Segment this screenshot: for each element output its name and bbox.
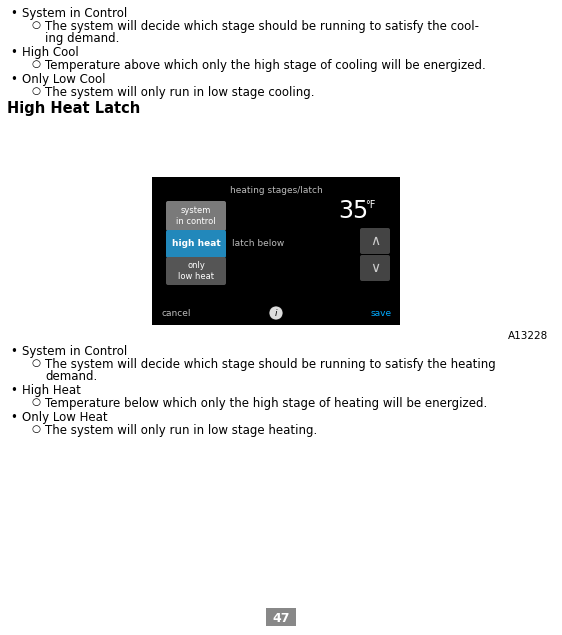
- Text: Only Low Heat: Only Low Heat: [22, 411, 108, 424]
- Text: •: •: [11, 7, 17, 20]
- Text: High Heat: High Heat: [22, 384, 81, 397]
- Text: •: •: [11, 384, 17, 397]
- Text: ∧: ∧: [370, 234, 380, 248]
- Text: 47: 47: [272, 612, 290, 624]
- FancyBboxPatch shape: [166, 230, 226, 258]
- Text: latch below: latch below: [232, 239, 284, 248]
- Text: system
in control: system in control: [176, 206, 216, 225]
- Text: i: i: [275, 309, 277, 318]
- Text: •: •: [11, 411, 17, 424]
- Text: ○: ○: [31, 20, 40, 30]
- Text: A13228: A13228: [507, 331, 548, 341]
- FancyBboxPatch shape: [360, 255, 390, 281]
- Text: high heat: high heat: [171, 239, 220, 248]
- Text: °F: °F: [365, 200, 375, 210]
- Text: The system will decide which stage should be running to satisfy the heating: The system will decide which stage shoul…: [45, 358, 496, 371]
- Text: The system will only run in low stage heating.: The system will only run in low stage he…: [45, 424, 318, 437]
- Text: Only Low Cool: Only Low Cool: [22, 73, 106, 86]
- Text: System in Control: System in Control: [22, 345, 127, 358]
- Text: save: save: [371, 309, 392, 318]
- Text: ○: ○: [31, 59, 40, 69]
- Text: •: •: [11, 345, 17, 358]
- Text: High Cool: High Cool: [22, 46, 79, 59]
- FancyBboxPatch shape: [166, 257, 226, 285]
- Text: ○: ○: [31, 424, 40, 434]
- Circle shape: [269, 306, 283, 320]
- Text: demand.: demand.: [45, 370, 97, 383]
- Text: only
low heat: only low heat: [178, 261, 214, 281]
- Text: Temperature below which only the high stage of heating will be energized.: Temperature below which only the high st…: [45, 397, 487, 410]
- Text: cancel: cancel: [162, 309, 192, 318]
- Text: heating stages/latch: heating stages/latch: [230, 186, 323, 195]
- FancyBboxPatch shape: [166, 201, 226, 231]
- Text: ○: ○: [31, 397, 40, 407]
- Text: ing demand.: ing demand.: [45, 32, 119, 45]
- Text: ○: ○: [31, 358, 40, 368]
- Text: The system will decide which stage should be running to satisfy the cool-: The system will decide which stage shoul…: [45, 20, 479, 33]
- Text: System in Control: System in Control: [22, 7, 127, 20]
- Text: •: •: [11, 46, 17, 59]
- FancyBboxPatch shape: [360, 228, 390, 254]
- Text: 35: 35: [338, 199, 368, 223]
- Text: High Heat Latch: High Heat Latch: [7, 101, 140, 116]
- Text: •: •: [11, 73, 17, 86]
- Text: ○: ○: [31, 86, 40, 96]
- Text: The system will only run in low stage cooling.: The system will only run in low stage co…: [45, 86, 315, 99]
- FancyBboxPatch shape: [266, 608, 296, 626]
- Text: ∨: ∨: [370, 261, 380, 275]
- FancyBboxPatch shape: [152, 177, 400, 325]
- Text: Temperature above which only the high stage of cooling will be energized.: Temperature above which only the high st…: [45, 59, 486, 72]
